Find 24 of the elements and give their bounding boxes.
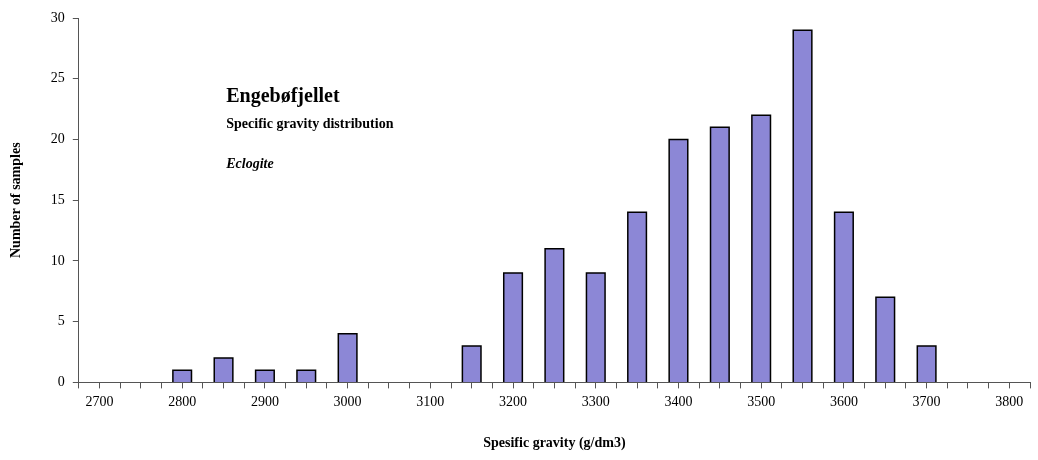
text: Specific gravity distribution: [226, 115, 394, 131]
y-tick-label: 10: [50, 252, 65, 268]
x-tick-label: 2700: [85, 394, 114, 410]
annotation: Eclogite: [225, 155, 274, 171]
text: Engebøfjellet: [226, 83, 340, 107]
x-tick-label: 3600: [829, 394, 858, 410]
x-tick-label: 3500: [747, 394, 776, 410]
y-tick-label: 30: [50, 9, 65, 25]
y-tick-label: 15: [50, 191, 65, 207]
x-tick-label: 2900: [250, 394, 279, 410]
y-tick-label: 25: [50, 70, 65, 86]
x-tick-label: 3800: [995, 394, 1024, 410]
x-tick-label: 3200: [499, 394, 528, 410]
y-tick-label: 20: [50, 131, 65, 147]
x-tick-label: 3400: [664, 394, 693, 410]
y-axis-title: Number of samples: [8, 141, 24, 259]
x-tick-label: 3000: [333, 394, 362, 410]
x-tick-label: 2800: [168, 394, 197, 410]
x-tick-label: 3100: [416, 394, 445, 410]
x-axis-title: Spesific gravity (g/dm3): [483, 435, 626, 452]
x-tick-label: 3700: [912, 394, 941, 410]
x-tick-label: 3300: [581, 394, 610, 410]
y-tick-label: 5: [57, 313, 65, 329]
y-tick-label: 0: [57, 374, 65, 390]
